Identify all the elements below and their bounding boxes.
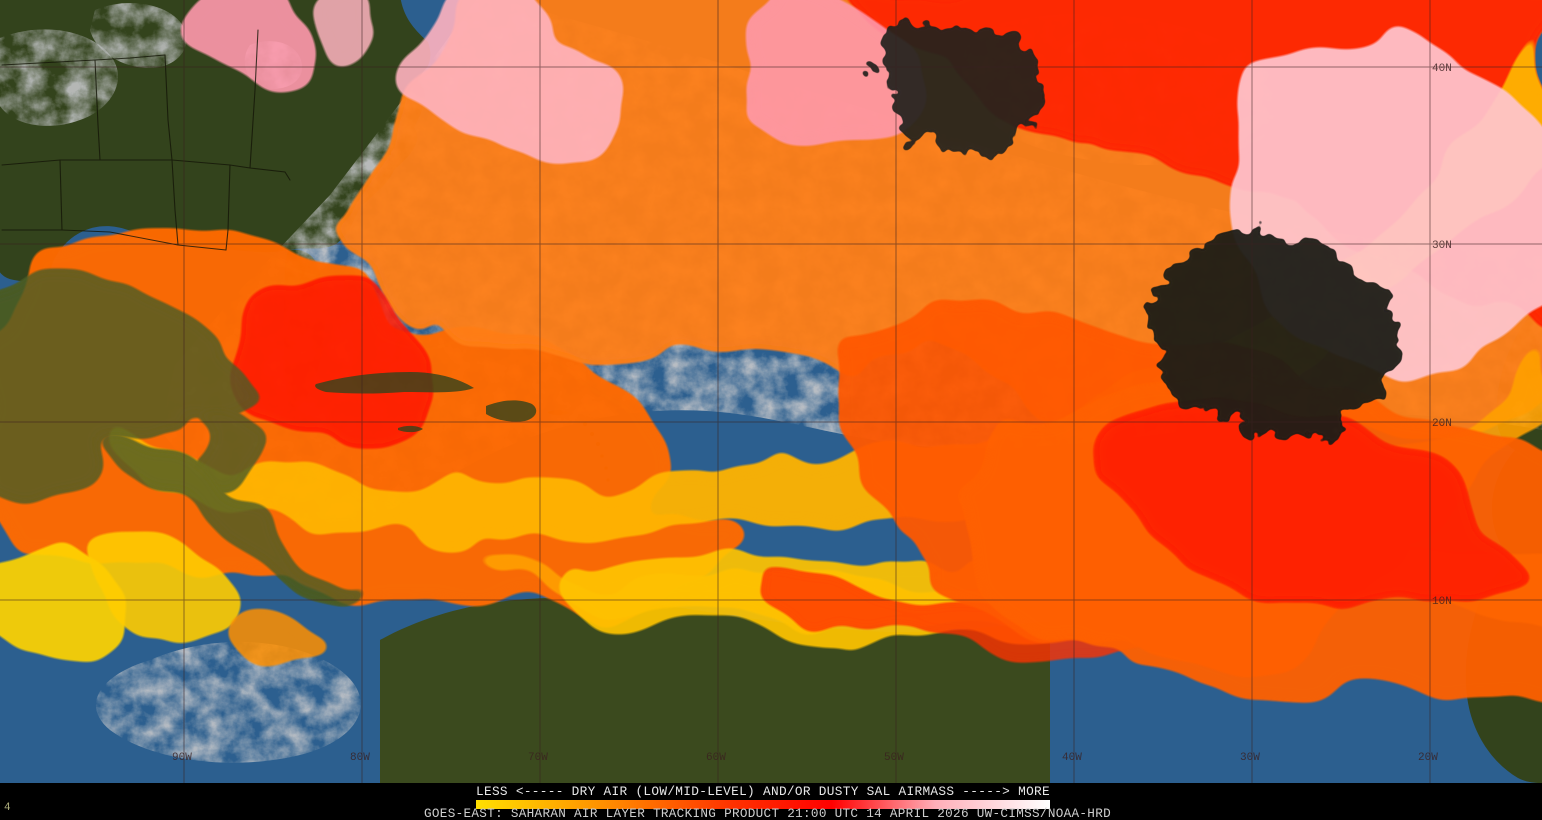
svg-text:30N: 30N <box>1432 240 1452 252</box>
svg-text:80W: 80W <box>350 752 370 764</box>
svg-text:50W: 50W <box>884 752 904 764</box>
svg-text:20W: 20W <box>1418 752 1438 764</box>
svg-text:40N: 40N <box>1432 63 1452 75</box>
svg-text:LESS <----- DRY AIR (LOW/MID-L: LESS <----- DRY AIR (LOW/MID-LEVEL) AND/… <box>476 785 1050 799</box>
svg-text:60W: 60W <box>706 752 726 764</box>
svg-text:70W: 70W <box>528 752 548 764</box>
svg-text:20N: 20N <box>1432 418 1452 430</box>
svg-text:40W: 40W <box>1062 752 1082 764</box>
svg-text:10N: 10N <box>1432 596 1452 608</box>
svg-text:GOES-EAST: SAHARAN AIR LAYER T: GOES-EAST: SAHARAN AIR LAYER TRACKING PR… <box>424 807 1111 820</box>
svg-text:90W: 90W <box>172 752 192 764</box>
svg-text:30W: 30W <box>1240 752 1260 764</box>
